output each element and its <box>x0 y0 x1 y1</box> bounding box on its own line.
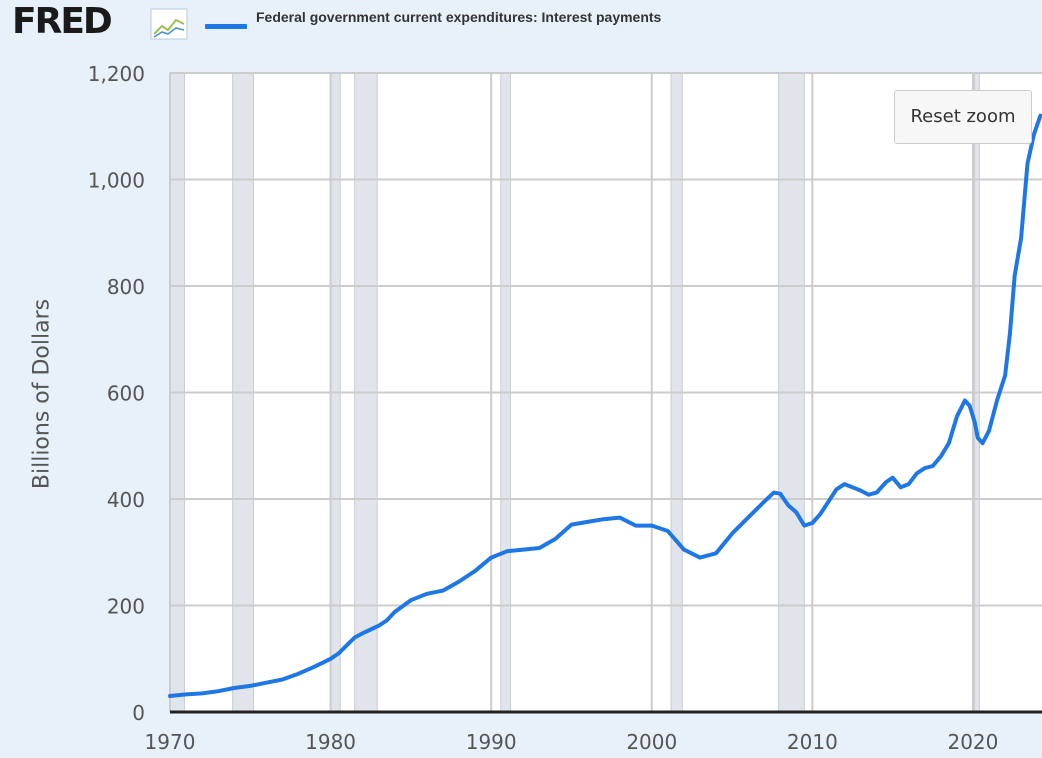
legend-label: Federal government current expenditures:… <box>256 9 662 25</box>
x-axis-labels: 1970 1980 1990 2000 2010 2020 <box>145 730 999 754</box>
x-tick-label: 1980 <box>305 730 356 754</box>
fred-chart-logo-icon <box>150 8 190 47</box>
y-tick-label: 0 <box>132 701 145 725</box>
y-axis-labels: 0 200 400 600 800 1,000 1,200 <box>88 62 145 725</box>
y-tick-label: 400 <box>107 488 145 512</box>
reset-zoom-button[interactable]: Reset zoom <box>894 90 1032 144</box>
x-tick-label: 2020 <box>947 730 998 754</box>
y-tick-label: 600 <box>107 382 145 406</box>
series-layer <box>168 113 1042 698</box>
y-tick-label: 800 <box>107 275 145 299</box>
chart-header: FRED Federal government current expendit… <box>0 0 1042 44</box>
series-line <box>168 113 1042 698</box>
legend-swatch <box>205 24 247 29</box>
x-tick-label: 2000 <box>626 730 677 754</box>
x-tick-label: 1970 <box>145 730 196 754</box>
y-tick-label: 1,200 <box>88 62 145 86</box>
fred-logo[interactable]: FRED <box>12 1 113 42</box>
x-tick-label: 1990 <box>466 730 517 754</box>
grid-lines <box>169 72 1042 712</box>
y-tick-label: 1,000 <box>88 169 145 193</box>
x-tick-label: 2010 <box>787 730 838 754</box>
y-tick-label: 200 <box>107 595 145 619</box>
